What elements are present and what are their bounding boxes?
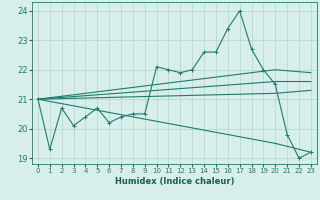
X-axis label: Humidex (Indice chaleur): Humidex (Indice chaleur) (115, 177, 234, 186)
